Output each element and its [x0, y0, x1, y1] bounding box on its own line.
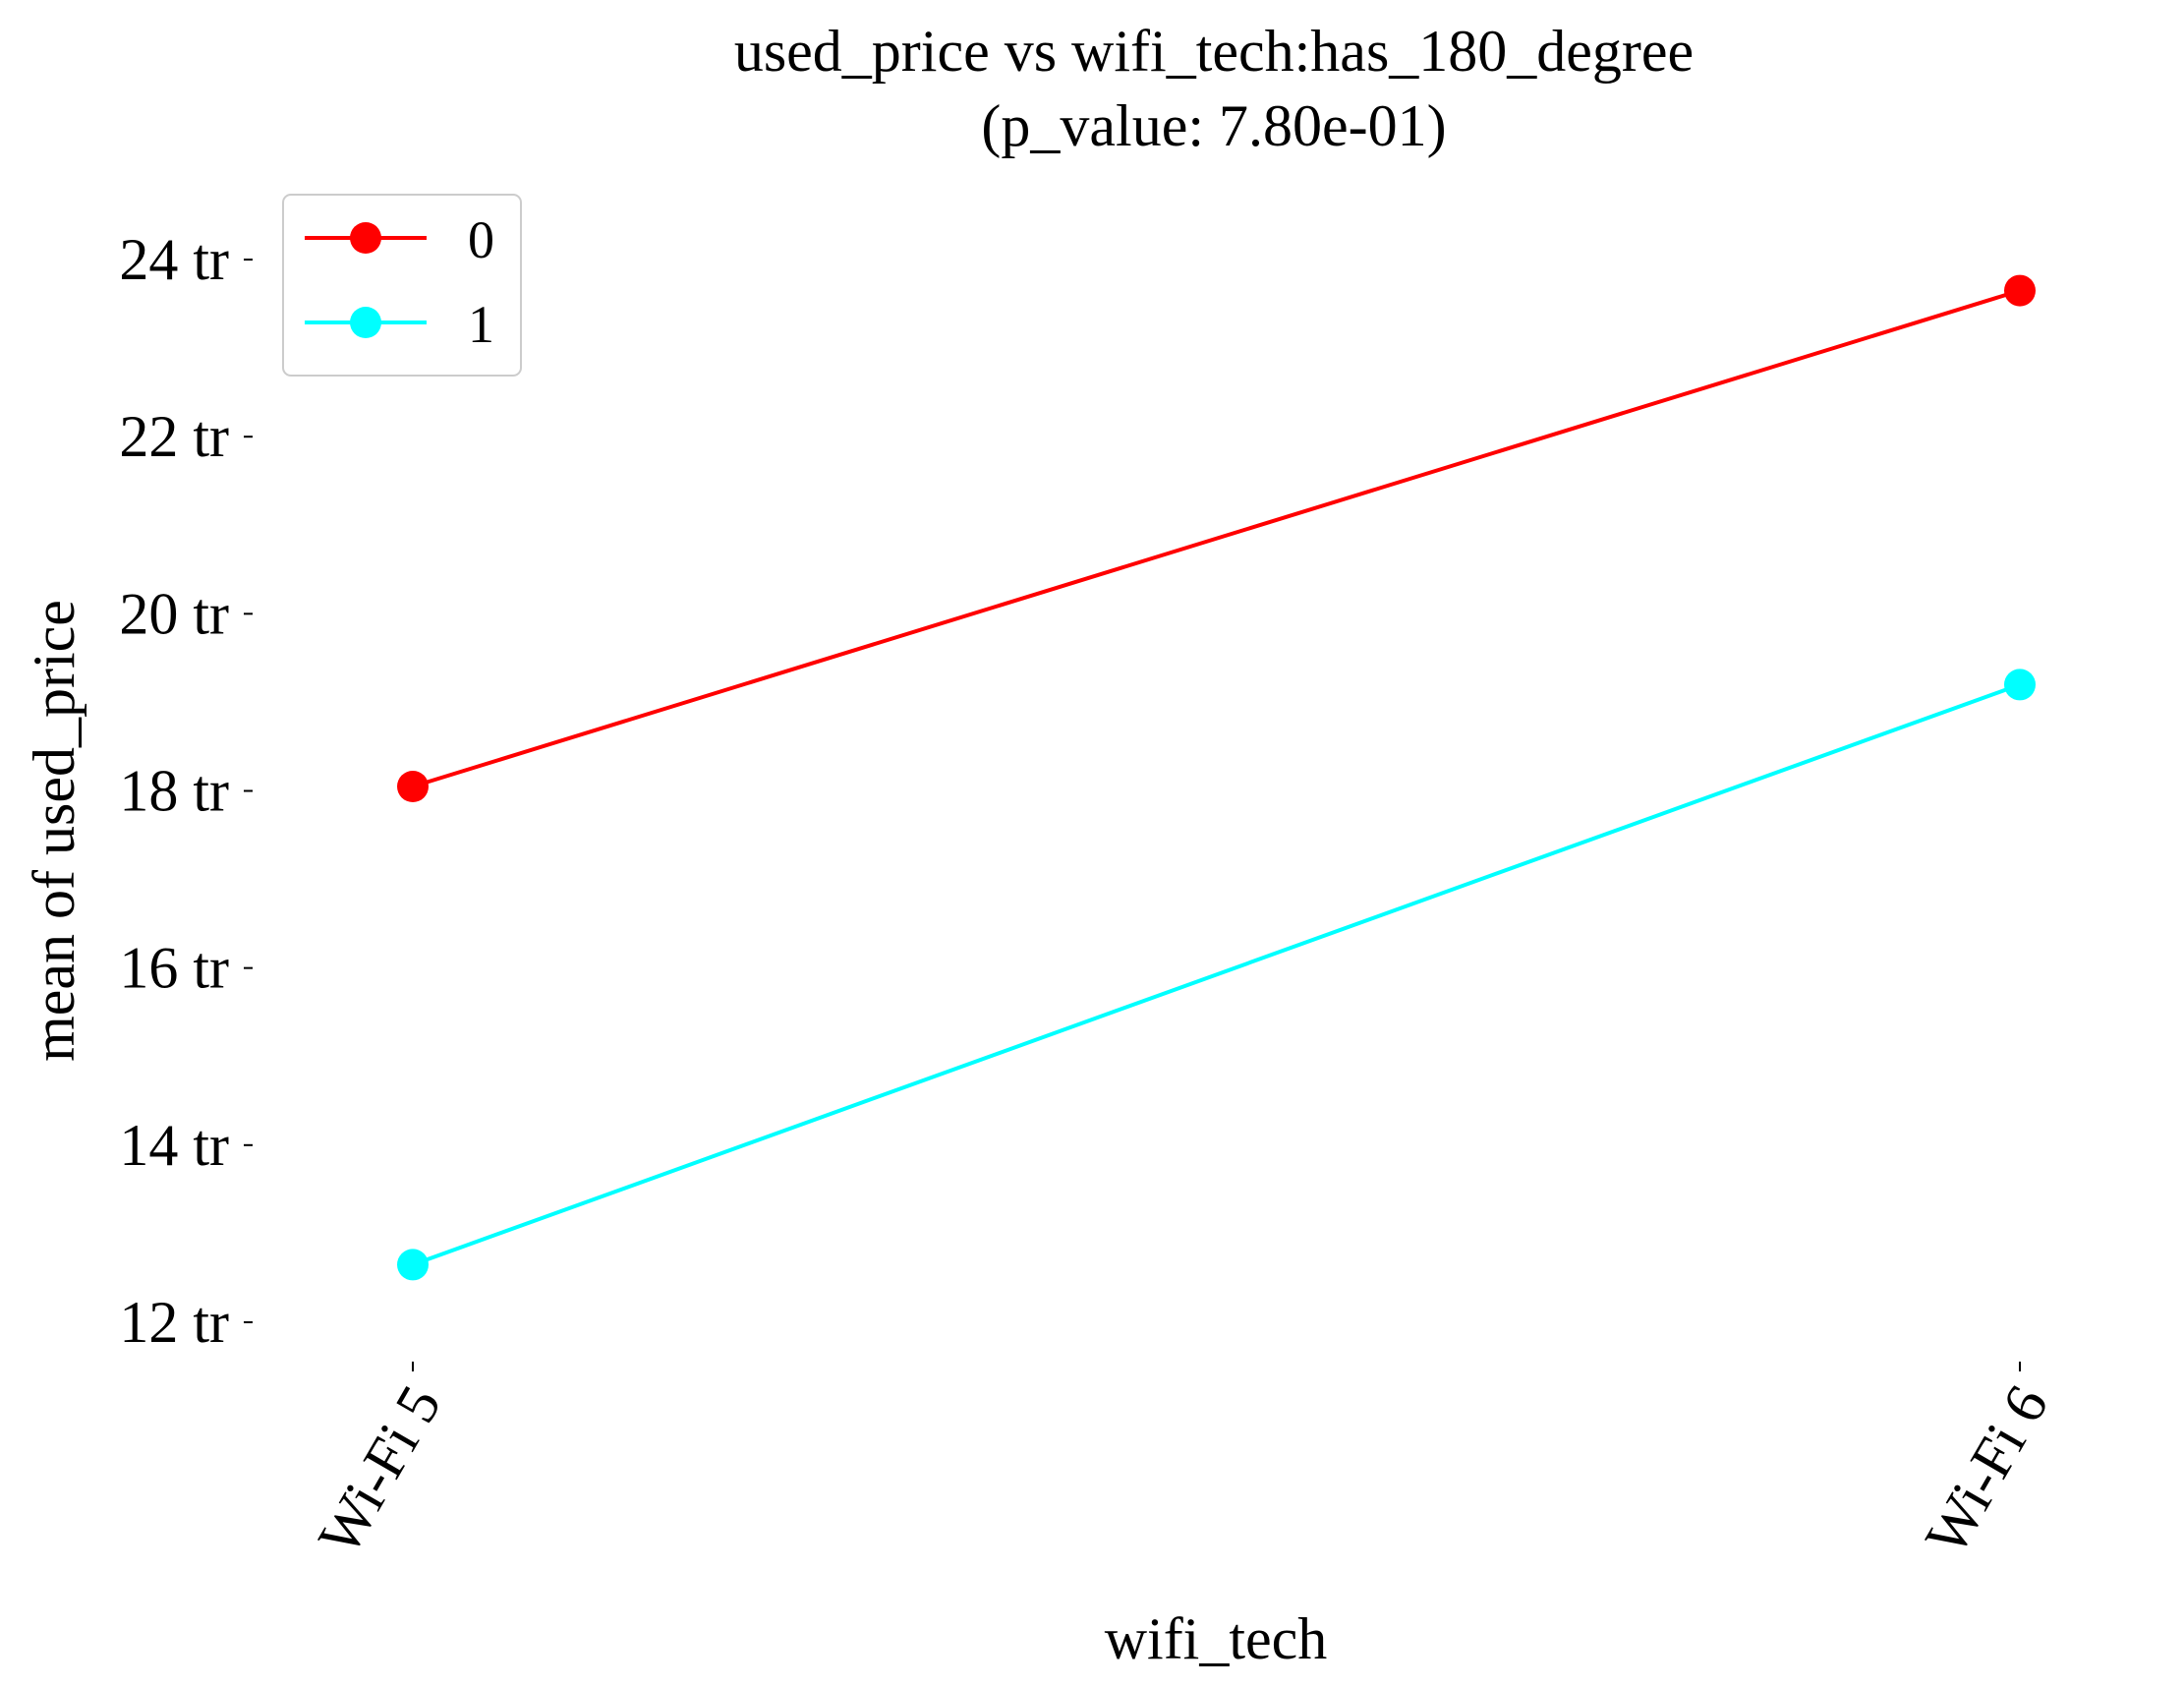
series-line-0: [412, 288, 2021, 788]
legend-marker-1: [350, 307, 381, 338]
y-tick-label: 18 tr: [119, 759, 229, 824]
y-tick-label: 22 tr: [119, 404, 229, 469]
plot-area: [397, 274, 2036, 1281]
legend: 0 1: [282, 194, 522, 377]
series-line-1: [412, 682, 2021, 1267]
y-axis-label: mean of used_price: [22, 600, 86, 1062]
y-tick-label: 16 tr: [119, 936, 229, 1001]
data-point-series-1: [397, 1249, 429, 1281]
x-axis: Wi-Fi 5 Wi-Fi 6: [306, 1362, 2060, 1566]
data-point-series-0: [397, 771, 429, 802]
x-tick-label: Wi-Fi 5: [306, 1375, 453, 1566]
y-axis: 12 tr 14 tr 16 tr 18 tr 20 tr 22 tr 24 tr: [119, 227, 253, 1355]
data-point-series-0: [2004, 274, 2036, 307]
legend-marker-0: [350, 222, 381, 254]
chart-subtitle: (p_value: 7.80e-01): [981, 93, 1446, 158]
legend-label-1: 1: [468, 295, 494, 354]
y-tick-label: 24 tr: [119, 227, 229, 292]
y-tick-label: 14 tr: [119, 1113, 229, 1178]
x-tick-label: Wi-Fi 6: [1913, 1375, 2060, 1566]
x-axis-label: wifi_tech: [1105, 1606, 1328, 1671]
y-tick-label: 12 tr: [119, 1290, 229, 1355]
legend-label-0: 0: [468, 210, 494, 269]
y-tick-label: 20 tr: [119, 581, 229, 646]
data-point-series-1: [2004, 669, 2036, 701]
chart-title: used_price vs wifi_tech:has_180_degree: [734, 19, 1694, 84]
